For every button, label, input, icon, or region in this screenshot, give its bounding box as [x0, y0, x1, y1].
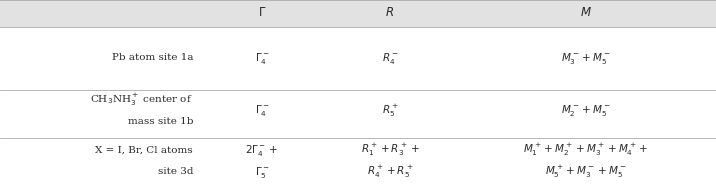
Text: $R_4^-$: $R_4^-$ — [382, 51, 398, 66]
Text: mass site 1b: mass site 1b — [127, 118, 193, 127]
Text: X = I, Br, Cl atoms: X = I, Br, Cl atoms — [95, 145, 193, 154]
Text: Pb atom site 1a: Pb atom site 1a — [112, 53, 193, 63]
Text: $M_3^- + M_5^-$: $M_3^- + M_5^-$ — [561, 51, 611, 66]
Text: $\Gamma_4^-$: $\Gamma_4^-$ — [255, 51, 269, 66]
Text: $M_1^+ + M_2^+ + M_3^+ + M_4^+ +$: $M_1^+ + M_2^+ + M_3^+ + M_4^+ +$ — [523, 142, 649, 158]
Text: $\Gamma_5^-$: $\Gamma_5^-$ — [255, 165, 269, 180]
Text: $M_2^- + M_5^-$: $M_2^- + M_5^-$ — [561, 104, 611, 119]
Text: $R_4^+ + R_5^+$: $R_4^+ + R_5^+$ — [367, 164, 413, 180]
Text: $\mathit{\Gamma}$: $\mathit{\Gamma}$ — [258, 6, 266, 20]
Text: $M_5^+ + M_3^- + M_5^-$: $M_5^+ + M_3^- + M_5^-$ — [545, 164, 627, 180]
Text: $2\Gamma_4^- +$: $2\Gamma_4^- +$ — [246, 143, 279, 158]
Text: $\mathit{M}$: $\mathit{M}$ — [580, 6, 592, 20]
Bar — [0, 0, 716, 27]
Text: $R_5^+$: $R_5^+$ — [382, 103, 398, 119]
Text: $\mathit{R}$: $\mathit{R}$ — [385, 6, 395, 20]
Text: $R_1^+ + R_3^+ +$: $R_1^+ + R_3^+ +$ — [361, 142, 420, 158]
Text: $\Gamma_4^-$: $\Gamma_4^-$ — [255, 104, 269, 119]
Text: CH$_3$NH$_3^+$ center of: CH$_3$NH$_3^+$ center of — [90, 92, 193, 108]
Text: site 3d: site 3d — [158, 168, 193, 176]
